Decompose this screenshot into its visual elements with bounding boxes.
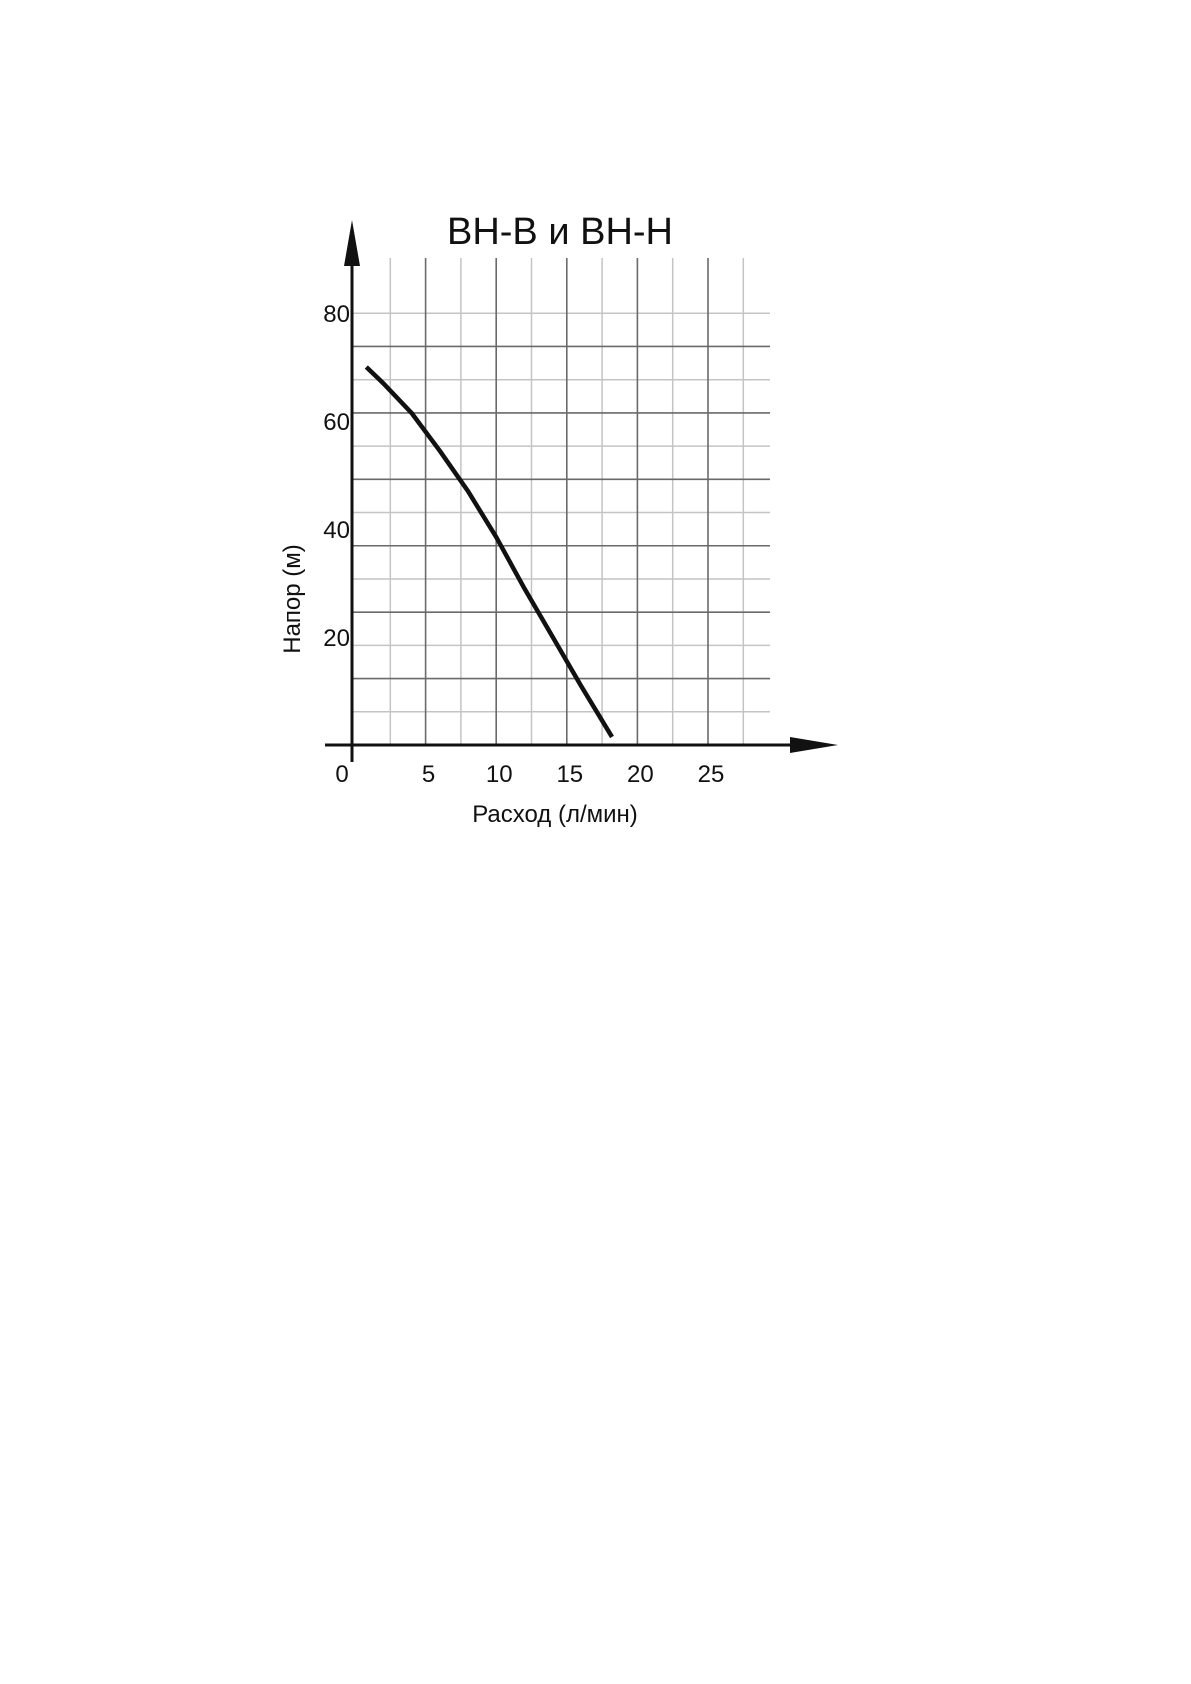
y-tick-labels: 20 40 60 80 (323, 301, 350, 652)
axes (325, 220, 838, 762)
grid-minor (352, 258, 770, 745)
series-line-curve (364, 365, 614, 739)
y-tick-label: 20 (323, 625, 350, 652)
x-tick-label: 20 (627, 761, 654, 788)
x-tick-label: 10 (486, 761, 513, 788)
chart-title: ВН-В и ВН-Н (447, 211, 673, 253)
y-tick-label: 80 (323, 301, 350, 328)
y-axis-label: Напор (м) (279, 544, 306, 654)
x-tick-label: 15 (556, 761, 583, 788)
x-tick-labels: 0 5 10 15 20 25 (335, 761, 724, 788)
y-tick-label: 40 (323, 517, 350, 544)
x-tick-label: 5 (422, 761, 435, 788)
y-axis-arrow-icon (344, 220, 360, 266)
x-tick-label: 25 (698, 761, 725, 788)
y-tick-label: 60 (323, 409, 350, 436)
x-axis-label: Расход (л/мин) (472, 801, 638, 828)
x-tick-label: 0 (335, 761, 348, 788)
grid-major (352, 258, 770, 745)
x-axis-arrow-icon (790, 737, 838, 753)
